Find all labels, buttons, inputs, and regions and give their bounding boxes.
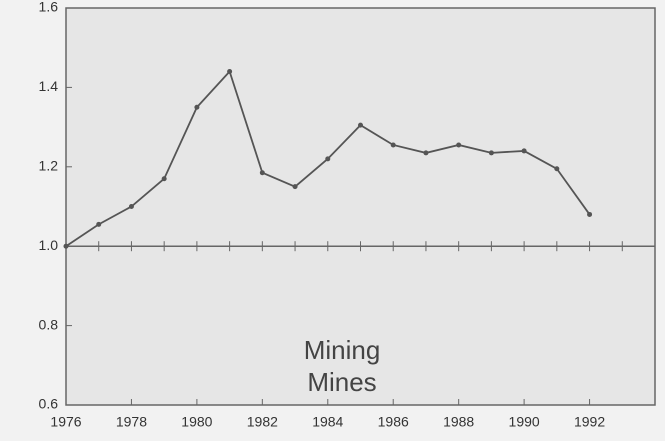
point <box>227 69 233 75</box>
point <box>488 150 494 156</box>
y-tick-label: 1.2 <box>39 158 59 174</box>
x-tick-label: 1976 <box>50 414 81 430</box>
point <box>390 142 396 148</box>
annotation: Mining <box>304 335 381 365</box>
x-tick-label: 1988 <box>443 414 474 430</box>
point <box>259 170 265 176</box>
plot-area <box>65 7 656 406</box>
x-tick-label: 1982 <box>247 414 278 430</box>
x-tick-label: 1978 <box>116 414 147 430</box>
point <box>128 204 134 209</box>
point <box>554 166 560 172</box>
y-tick-label: 1.0 <box>39 237 59 253</box>
x-tick-label: 1980 <box>181 414 212 430</box>
point <box>423 150 429 156</box>
x-tick-label: 1984 <box>312 414 343 430</box>
annotation: Mines <box>307 367 376 397</box>
point <box>325 156 331 162</box>
point <box>358 122 363 128</box>
y-tick-label: 1.6 <box>39 0 59 15</box>
point <box>456 142 462 148</box>
y-tick-label: 0.6 <box>39 396 59 412</box>
x-tick-label: 1992 <box>574 414 605 430</box>
y-tick-label: 0.8 <box>39 316 59 332</box>
point <box>587 211 593 217</box>
point <box>63 243 69 249</box>
x-tick-label: 1990 <box>509 414 540 430</box>
x-tick-label: 1986 <box>378 414 409 430</box>
point <box>161 176 167 182</box>
point <box>521 148 527 154</box>
point <box>194 104 200 110</box>
point <box>96 221 102 227</box>
y-tick-label: 1.4 <box>39 78 59 94</box>
point <box>292 184 298 190</box>
